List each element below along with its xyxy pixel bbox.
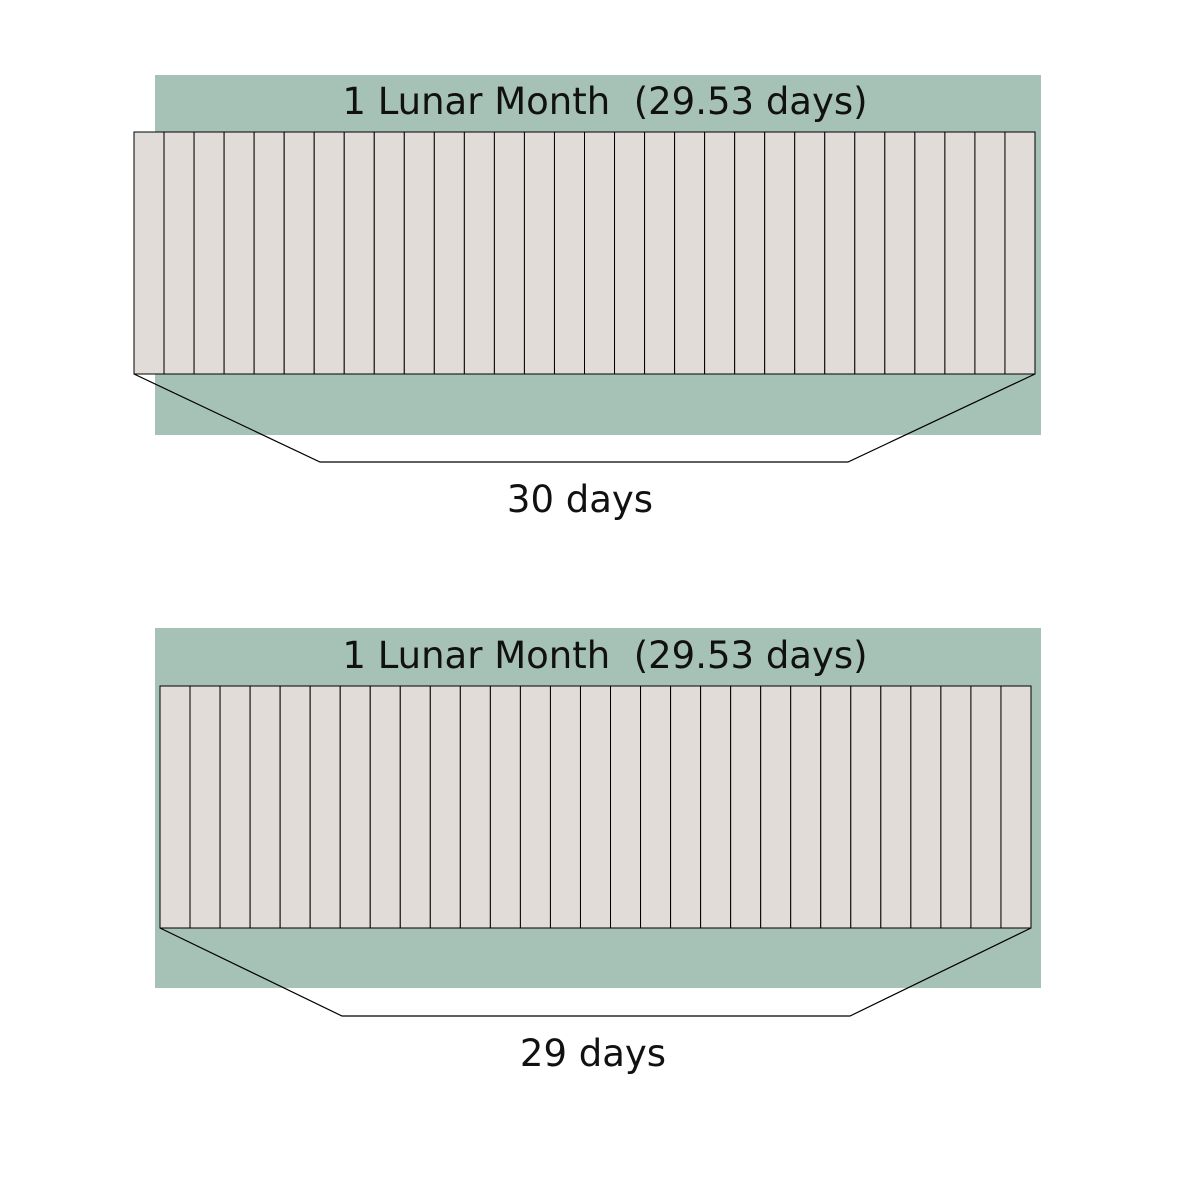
day-cell (283, 131, 315, 375)
day-cell (974, 131, 1006, 375)
day-cell (399, 685, 431, 929)
day-cell (824, 131, 856, 375)
day-cell (944, 131, 976, 375)
day-cell (820, 685, 852, 929)
day-cell (549, 685, 581, 929)
day-cell (433, 131, 465, 375)
day-cell (910, 685, 942, 929)
day-cell (403, 131, 435, 375)
day-cells (133, 131, 1036, 375)
span-bracket (159, 927, 1032, 1017)
day-cell (850, 685, 882, 929)
day-cell (189, 685, 221, 929)
day-cell (249, 685, 281, 929)
day-cell (223, 131, 255, 375)
day-cell (764, 131, 796, 375)
day-cell (970, 685, 1002, 929)
day-cell (614, 131, 646, 375)
panel-29-days: 1 Lunar Month (29.53 days) 29 days (155, 628, 1041, 1075)
day-cell (159, 685, 191, 929)
day-cell (463, 131, 495, 375)
panel-caption: 29 days (520, 1032, 666, 1075)
day-cell (610, 685, 642, 929)
day-cell (193, 131, 225, 375)
day-cell (854, 131, 886, 375)
day-cell (309, 685, 341, 929)
day-cell (794, 131, 826, 375)
day-cell (339, 685, 371, 929)
day-cell (880, 685, 912, 929)
span-bracket (133, 373, 1036, 463)
day-cell (914, 131, 946, 375)
day-cell (579, 685, 612, 929)
day-cell (640, 685, 672, 929)
panel-30-days: 1 Lunar Month (29.53 days) 30 days (133, 75, 1041, 521)
day-cell (253, 131, 285, 375)
day-cell (1000, 685, 1032, 929)
day-cell (730, 685, 762, 929)
panel-title: 1 Lunar Month (29.53 days) (342, 634, 867, 677)
day-cell (163, 131, 195, 375)
day-cell (489, 685, 521, 929)
day-cell (313, 131, 345, 375)
day-cell (670, 685, 702, 929)
day-cell (584, 131, 616, 375)
day-cell (373, 131, 405, 375)
day-cell (519, 685, 551, 929)
day-cell (644, 131, 676, 375)
day-cell (343, 131, 375, 375)
day-cell (369, 685, 401, 929)
day-cell (553, 131, 585, 375)
day-cell (884, 131, 916, 375)
day-cell (133, 131, 165, 375)
day-cell (1004, 131, 1036, 375)
day-cell (459, 685, 491, 929)
day-cell (493, 131, 525, 375)
day-cell (700, 685, 732, 929)
day-cells (159, 685, 1032, 929)
day-cell (940, 685, 972, 929)
day-cell (429, 685, 461, 929)
day-cell (734, 131, 766, 375)
day-cell (219, 685, 251, 929)
day-cell (760, 685, 792, 929)
day-cell (790, 685, 822, 929)
panel-title: 1 Lunar Month (29.53 days) (342, 80, 867, 123)
day-cell (674, 131, 706, 375)
panel-caption: 30 days (507, 478, 653, 521)
day-cell (704, 131, 736, 375)
day-cell (279, 685, 311, 929)
day-cell (523, 131, 555, 375)
